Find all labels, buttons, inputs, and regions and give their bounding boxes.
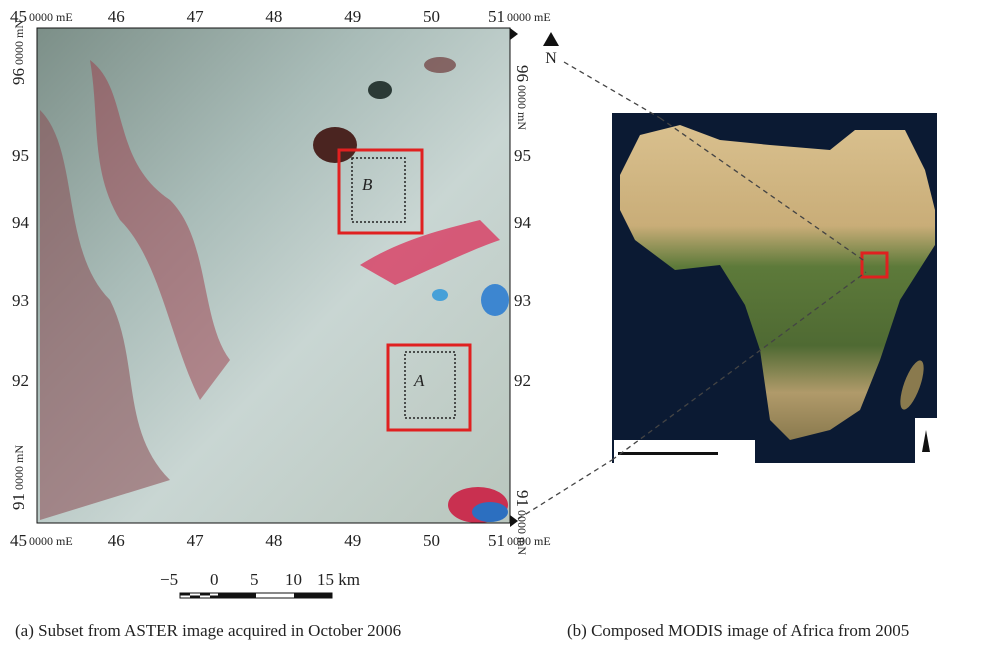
easting-unit: 0000 mE	[29, 10, 73, 24]
north-arrow	[543, 32, 559, 46]
northing-label: 96	[513, 65, 532, 82]
easting-label: 46	[108, 7, 125, 26]
northing-unit: 0000 mN	[515, 85, 529, 130]
northing-label: 95	[514, 146, 531, 165]
north-label: N	[545, 50, 557, 67]
site-label: A	[413, 371, 425, 390]
caption: (a) Subset from ASTER image acquired in …	[15, 621, 401, 640]
easting-label: 47	[187, 7, 205, 26]
figure: A B N −5051015 km 45450000 mE0000 mE4646…	[0, 0, 999, 643]
easting-label: 45	[10, 531, 27, 550]
scale-label: 15 km	[317, 570, 360, 589]
aster-image	[37, 28, 510, 523]
northing-unit: 0000 mN	[12, 20, 26, 65]
easting-label: 51	[488, 7, 505, 26]
easting-label: 51	[488, 531, 505, 550]
northing-label: 94	[12, 213, 30, 232]
northing-label: 94	[514, 213, 532, 232]
easting-label: 49	[344, 531, 361, 550]
easting-unit: 0000 mE	[29, 534, 73, 548]
corner-marker	[510, 28, 518, 40]
northing-label: 92	[514, 371, 531, 390]
scale-bar	[180, 593, 332, 598]
easting-label: 48	[265, 7, 282, 26]
easting-label: 47	[187, 531, 205, 550]
scale-label: −5	[160, 570, 178, 589]
page: {"panel_a": { "easting_labels": ["45", "…	[0, 0, 999, 643]
northing-unit: 0000 mN	[515, 510, 529, 555]
scale-label: 5	[250, 570, 259, 589]
easting-unit: 0000 mE	[507, 10, 551, 24]
scale-label: 0	[210, 570, 219, 589]
easting-label: 50	[423, 531, 440, 550]
northing-label: 91	[9, 493, 28, 510]
easting-label: 49	[344, 7, 361, 26]
modis-scale-bar	[618, 452, 718, 455]
northing-label: 91	[513, 490, 532, 507]
easting-label: 50	[423, 7, 440, 26]
northing-label: 92	[12, 371, 29, 390]
easting-label: 46	[108, 531, 125, 550]
site-label: B	[362, 175, 373, 194]
caption: (b) Composed MODIS image of Africa from …	[567, 621, 909, 640]
northing-label: 93	[514, 291, 531, 310]
easting-label: 48	[265, 531, 282, 550]
northing-label: 95	[12, 146, 29, 165]
northing-label: 93	[12, 291, 29, 310]
northing-label: 96	[9, 68, 28, 85]
northing-unit: 0000 mN	[12, 445, 26, 490]
scale-label: 10	[285, 570, 302, 589]
